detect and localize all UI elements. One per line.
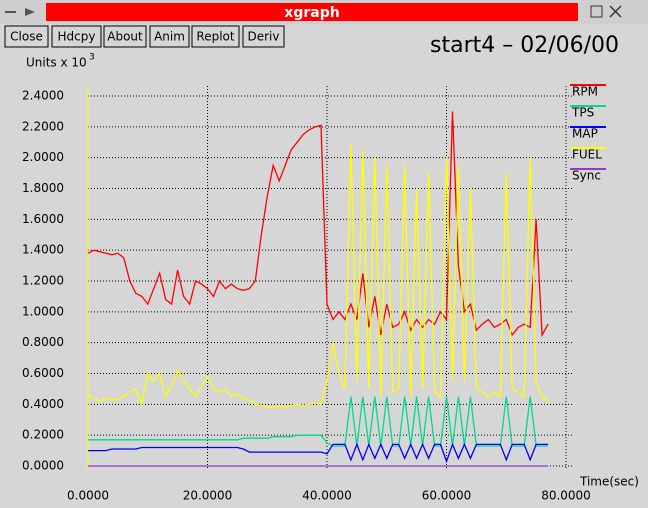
button-label[interactable]: Anim: [154, 30, 185, 44]
button-frame[interactable]: [242, 25, 285, 48]
y-tick-label: 2.0000: [22, 150, 64, 164]
button-frame[interactable]: [191, 25, 240, 48]
button-frame[interactable]: [4, 25, 49, 48]
button[interactable]: Close: [4, 25, 49, 48]
data-line: [87, 111, 549, 338]
x-tick-label: 40.0000: [302, 489, 352, 503]
data-line: [88, 396, 549, 447]
window-title: xgraph: [284, 5, 339, 21]
button[interactable]: Anim: [149, 25, 190, 48]
x-tick-label: 0.0000: [67, 489, 109, 503]
button-frame[interactable]: [51, 25, 102, 48]
button[interactable]: About: [103, 25, 147, 48]
y-tick-label: 1.4000: [22, 243, 64, 257]
button-frame[interactable]: [103, 25, 147, 48]
y-tick-label: 1.2000: [22, 274, 64, 288]
y-tick-label: 0.2000: [22, 428, 64, 442]
button-label[interactable]: Deriv: [248, 30, 280, 44]
y-tick-label: 0.8000: [22, 335, 64, 349]
title-highlight: [46, 3, 578, 21]
x-tick-label: 60.0000: [422, 489, 472, 503]
data-line: [88, 442, 549, 464]
y-axis-exponent: 3: [89, 53, 95, 63]
maximize-button[interactable]: [590, 5, 603, 18]
legend-label: TPS: [571, 106, 594, 120]
button-label[interactable]: Replot: [196, 30, 234, 44]
legend-label: MAP: [572, 127, 598, 141]
legend-label: FUEL: [572, 148, 602, 162]
x-tick-label: 80.0000: [541, 489, 591, 503]
y-tick-label: 2.4000: [22, 89, 64, 103]
legend-label: RPM: [572, 85, 598, 99]
y-tick-label: 1.8000: [22, 181, 64, 195]
x-tick-label: 20.0000: [183, 489, 233, 503]
y-tick-label: 0.0000: [22, 458, 64, 472]
button-label[interactable]: About: [107, 30, 143, 44]
button-label[interactable]: Close: [10, 30, 43, 44]
y-tick-label: 1.6000: [22, 212, 64, 226]
data-line: [87, 142, 549, 409]
button-frame[interactable]: [149, 25, 190, 48]
x-axis-label: Time(sec): [579, 475, 639, 489]
y-tick-label: 0.4000: [22, 397, 64, 411]
close-window-button[interactable]: [609, 5, 622, 18]
y-tick-label: 1.0000: [22, 304, 64, 318]
button[interactable]: Hdcpy: [51, 25, 102, 48]
legend-label: Sync: [572, 169, 601, 183]
y-axis-label: Units x 10: [26, 56, 87, 70]
y-tick-label: 0.6000: [22, 366, 64, 380]
chart-title: start4 – 02/06/00: [430, 33, 619, 58]
button[interactable]: Deriv: [242, 25, 285, 48]
y-tick-label: 2.2000: [22, 119, 64, 133]
pin-icon[interactable]: [25, 8, 35, 16]
button-label[interactable]: Hdcpy: [58, 30, 96, 44]
button[interactable]: Replot: [191, 25, 240, 48]
